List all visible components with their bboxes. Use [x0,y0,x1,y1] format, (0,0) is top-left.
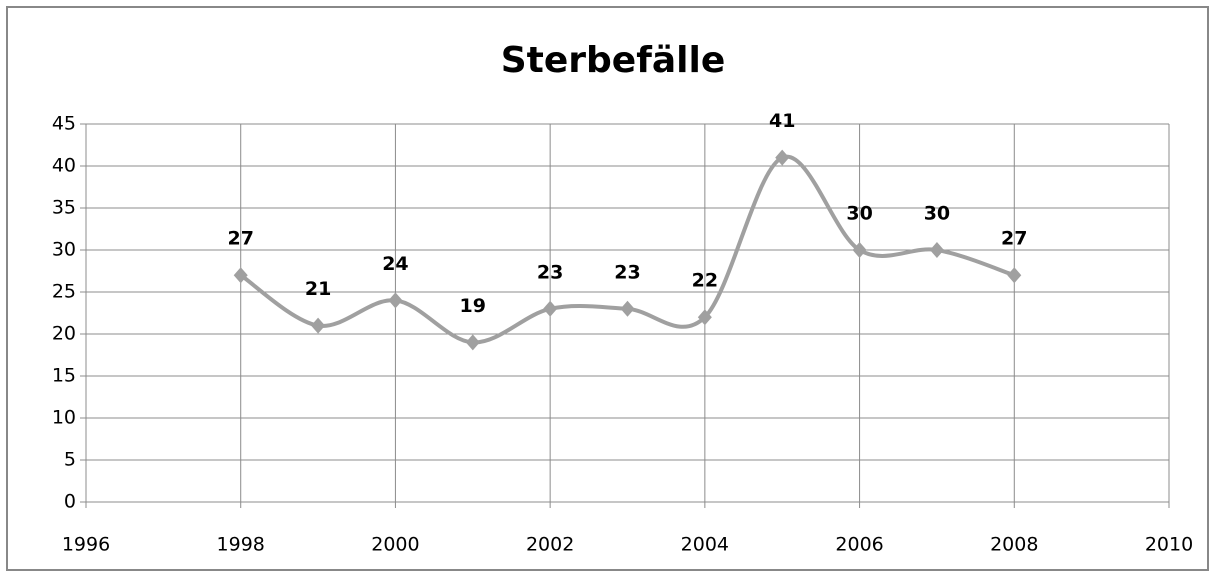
data-label: 21 [305,278,331,300]
marker [388,292,403,309]
y-tick-label: 20 [52,323,76,345]
x-tick-label: 2006 [835,534,883,556]
data-label: 23 [537,261,563,283]
marker [775,149,790,166]
data-label: 27 [227,228,253,250]
series-line [239,154,1015,345]
y-tick-label: 35 [52,197,76,219]
y-tick-label: 45 [52,113,76,135]
x-tick-label: 2000 [371,534,419,556]
data-label: 23 [614,261,640,283]
y-tick-label: 30 [52,239,76,261]
marker [929,242,944,258]
data-label: 30 [924,203,950,225]
marker [620,300,635,317]
data-label: 19 [460,295,486,317]
marker [1007,267,1022,284]
y-tick-label: 25 [52,281,76,303]
data-label: 27 [1001,228,1027,250]
x-tick-label: 1996 [62,534,110,556]
x-tick-label: 2002 [526,534,574,556]
marker [465,334,480,351]
data-label: 30 [846,203,872,225]
y-tick-label: 40 [52,155,76,177]
y-tick-label: 15 [52,365,76,387]
x-tick-label: 2008 [990,534,1038,556]
marker [697,309,712,326]
data-label: 41 [769,110,795,132]
marker [233,267,248,284]
x-tick-label: 2010 [1145,534,1193,556]
x-tick-label: 1998 [217,534,265,556]
y-tick-label: 0 [64,491,76,513]
marker [311,317,326,334]
chart-title: Sterbefälle [501,40,726,81]
chart-frame [6,6,1209,571]
data-label: 24 [382,253,408,275]
y-tick-label: 10 [52,407,76,429]
data-label: 22 [692,270,718,292]
y-tick-label: 5 [64,449,76,471]
x-tick-label: 2004 [681,534,729,556]
marker [852,242,867,258]
marker [543,300,558,317]
